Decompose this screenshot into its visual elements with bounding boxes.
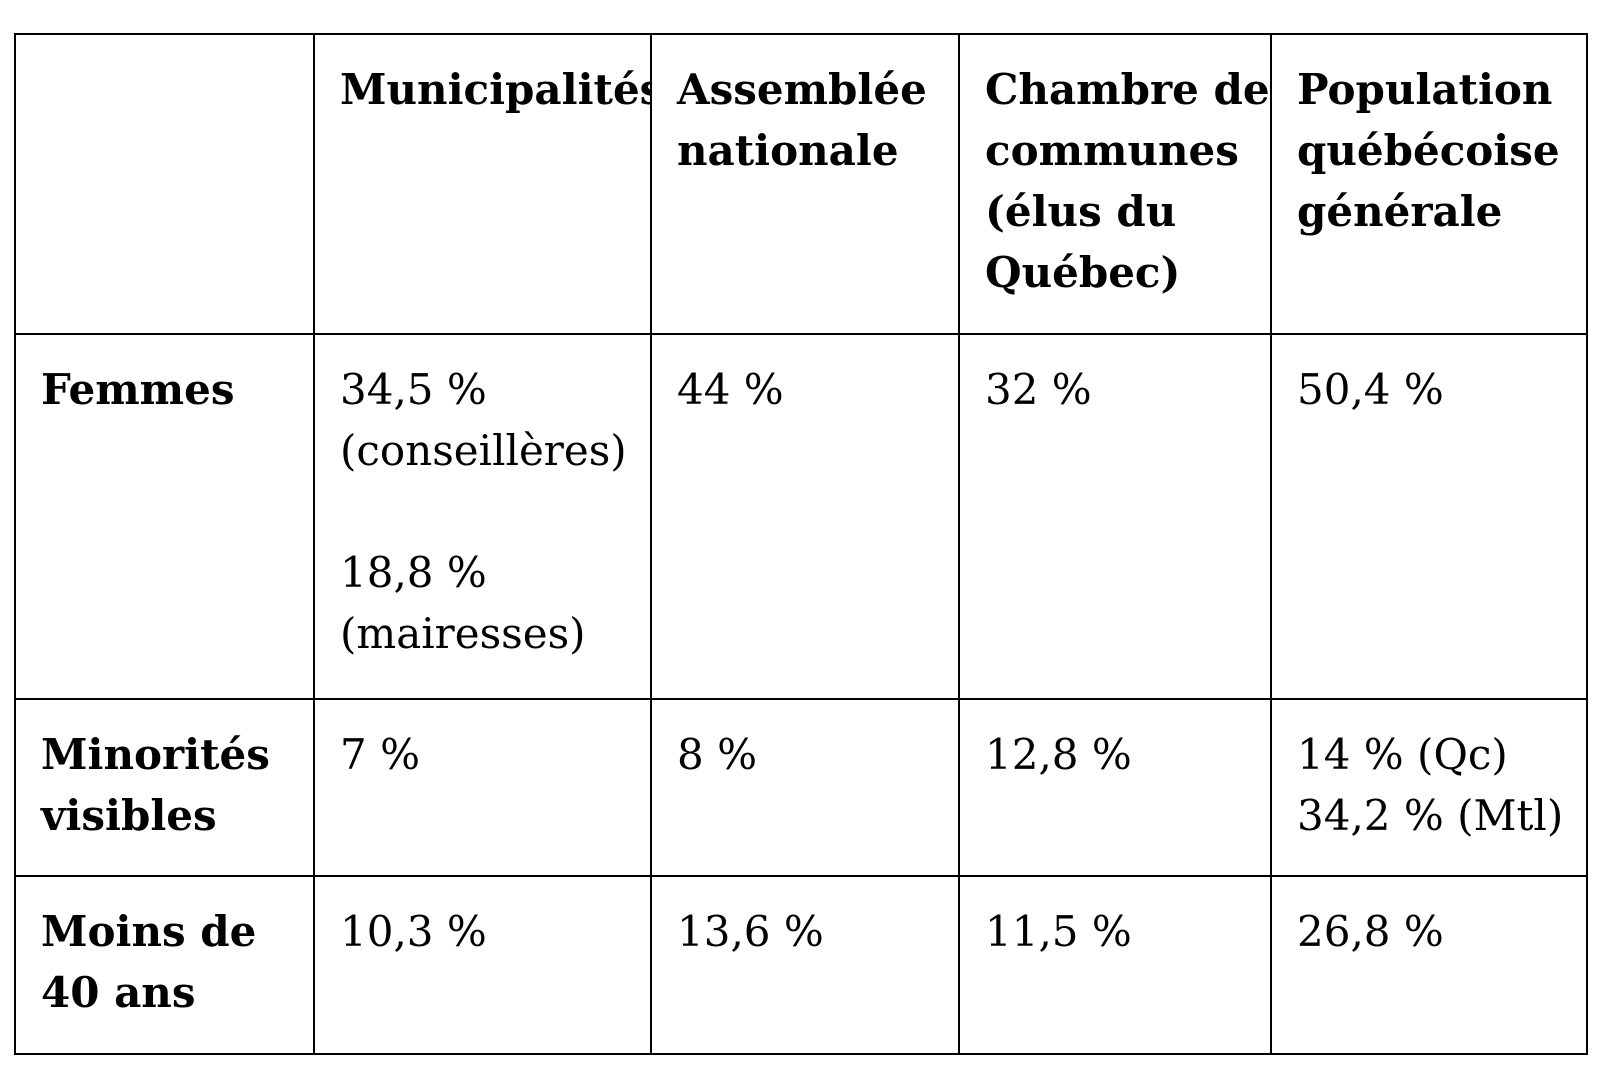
cell-line: 32 % (985, 365, 1092, 414)
cell-line: 50,4 % (1297, 365, 1444, 414)
representation-table-container: Municipalités Assemblée nationale Chambr… (14, 33, 1588, 1055)
cell-line: 18,8 % (340, 548, 487, 597)
header-cell-corner (14, 33, 315, 335)
cell-line: 8 % (677, 730, 757, 779)
cell-line: 14 % (Qc) (1297, 730, 1508, 779)
table-row-femmes: Femmes 34,5 % (conseillères) 18,8 % (mai… (14, 333, 1588, 700)
cell-femmes-chambre-des-communes: 32 % (958, 333, 1272, 700)
header-line: Chambre des (985, 65, 1271, 114)
cell-femmes-population-quebecoise: 50,4 % (1270, 333, 1588, 700)
cell-minorites-assemblee-nationale: 8 % (650, 698, 960, 877)
row-label-femmes: Femmes (14, 333, 315, 700)
cell-minorites-chambre-des-communes: 12,8 % (958, 698, 1272, 877)
header-line: québécoise (1297, 126, 1560, 175)
header-line: générale (1297, 187, 1503, 236)
header-cell-municipalites: Municipalités (313, 33, 652, 335)
header-row: Municipalités Assemblée nationale Chambr… (14, 33, 1588, 335)
header-line: (élus du (985, 187, 1177, 236)
cell-line: 7 % (340, 730, 420, 779)
row-label-line: visibles (41, 791, 217, 840)
cell-femmes-municipalites: 34,5 % (conseillères) 18,8 % (mairesses) (313, 333, 652, 700)
cell-line: (conseillères) (340, 426, 627, 475)
cell-line: 44 % (677, 365, 784, 414)
cell-minorites-population-quebecoise: 14 % (Qc) 34,2 % (Mtl) (1270, 698, 1588, 877)
cell-moins40-chambre-des-communes: 11,5 % (958, 875, 1272, 1055)
header-line: Population (1297, 65, 1553, 114)
cell-moins40-population-quebecoise: 26,8 % (1270, 875, 1588, 1055)
cell-moins40-municipalites: 10,3 % (313, 875, 652, 1055)
corner-blank (41, 59, 289, 120)
cell-line-blank (340, 481, 626, 542)
header-cell-population-quebecoise: Population québécoise générale (1270, 33, 1588, 335)
header-line: Assemblée (677, 65, 927, 114)
cell-line: 11,5 % (985, 907, 1132, 956)
table-row-moins-de-40-ans: Moins de 40 ans 10,3 % 13,6 % 11,5 % 26,… (14, 875, 1588, 1055)
row-label-line: Minorités (41, 730, 270, 779)
cell-line: 13,6 % (677, 907, 824, 956)
header-line: Municipalités (340, 65, 651, 114)
header-cell-assemblee-nationale: Assemblée nationale (650, 33, 960, 335)
header-cell-chambre-des-communes: Chambre des communes (élus du Québec) (958, 33, 1272, 335)
header-line: Québec) (985, 248, 1181, 297)
cell-line: 34,2 % (Mtl) (1297, 791, 1564, 840)
row-label-line: Femmes (41, 365, 235, 414)
row-label-minorites-visibles: Minorités visibles (14, 698, 315, 877)
cell-line: 12,8 % (985, 730, 1132, 779)
cell-moins40-assemblee-nationale: 13,6 % (650, 875, 960, 1055)
row-label-line: 40 ans (41, 968, 196, 1017)
representation-table: Municipalités Assemblée nationale Chambr… (14, 33, 1588, 1055)
cell-minorites-municipalites: 7 % (313, 698, 652, 877)
cell-line: (mairesses) (340, 609, 586, 658)
header-line: communes (985, 126, 1239, 175)
header-line: nationale (677, 126, 899, 175)
cell-line: 10,3 % (340, 907, 487, 956)
cell-line: 26,8 % (1297, 907, 1444, 956)
row-label-line: Moins de (41, 907, 257, 956)
cell-line: 34,5 % (340, 365, 487, 414)
cell-femmes-assemblee-nationale: 44 % (650, 333, 960, 700)
row-label-moins-de-40-ans: Moins de 40 ans (14, 875, 315, 1055)
table-row-minorites-visibles: Minorités visibles 7 % 8 % 12,8 % 14 % (… (14, 698, 1588, 877)
